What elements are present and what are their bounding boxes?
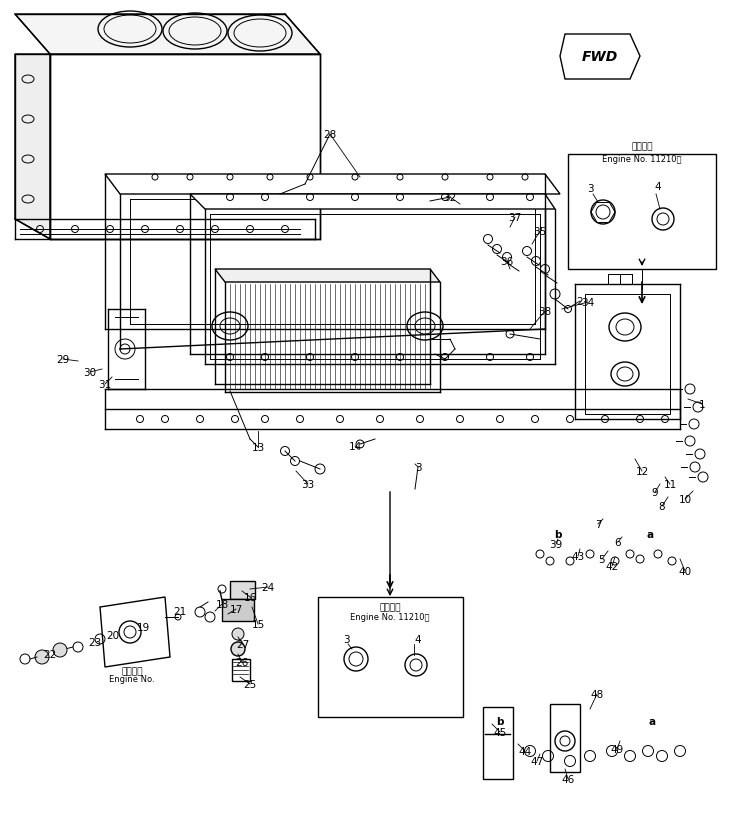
Text: 43: 43 bbox=[572, 552, 585, 562]
Text: 45: 45 bbox=[494, 727, 507, 737]
Text: 37: 37 bbox=[508, 213, 522, 222]
Text: 8: 8 bbox=[659, 501, 666, 511]
Polygon shape bbox=[100, 597, 170, 667]
Text: 4: 4 bbox=[655, 182, 661, 192]
Text: Engine No. 11210〜: Engine No. 11210〜 bbox=[350, 613, 430, 622]
Text: 40: 40 bbox=[679, 566, 692, 576]
Bar bbox=[318, 597, 463, 717]
Text: 36: 36 bbox=[500, 256, 514, 266]
Bar bbox=[585, 294, 670, 414]
Text: a: a bbox=[647, 529, 654, 539]
Polygon shape bbox=[190, 195, 555, 210]
Polygon shape bbox=[560, 35, 640, 80]
Text: 10: 10 bbox=[679, 495, 692, 504]
Text: 適用号機: 適用号機 bbox=[379, 603, 401, 612]
Bar bbox=[550, 704, 580, 772]
Text: 28: 28 bbox=[324, 130, 337, 140]
Text: 3: 3 bbox=[415, 462, 421, 472]
Text: 3: 3 bbox=[343, 634, 349, 644]
Text: 21: 21 bbox=[174, 606, 187, 616]
Text: 48: 48 bbox=[590, 689, 604, 699]
Text: 42: 42 bbox=[605, 562, 619, 571]
Circle shape bbox=[231, 643, 245, 656]
Text: 30: 30 bbox=[83, 367, 96, 378]
Bar bbox=[222, 600, 254, 621]
Circle shape bbox=[53, 643, 67, 657]
Text: FWD: FWD bbox=[582, 50, 618, 64]
Text: 26: 26 bbox=[235, 657, 249, 667]
Text: b: b bbox=[496, 716, 504, 726]
Text: 47: 47 bbox=[531, 756, 544, 766]
Circle shape bbox=[232, 629, 244, 640]
Text: 33: 33 bbox=[301, 480, 315, 490]
Text: 44: 44 bbox=[518, 746, 531, 756]
Bar bbox=[230, 581, 255, 600]
Text: 24: 24 bbox=[262, 582, 275, 592]
Text: 18: 18 bbox=[215, 600, 229, 609]
Text: 1: 1 bbox=[698, 399, 706, 409]
Text: 適用号機: 適用号機 bbox=[631, 142, 652, 151]
Text: 3: 3 bbox=[587, 184, 593, 194]
Text: Engine No. 11210〜: Engine No. 11210〜 bbox=[602, 155, 682, 163]
Bar bbox=[232, 659, 250, 681]
Text: 23: 23 bbox=[88, 638, 101, 648]
Text: 適用号機: 適用号機 bbox=[121, 667, 143, 676]
Bar bbox=[568, 155, 716, 270]
Text: 25: 25 bbox=[243, 679, 257, 689]
Text: 17: 17 bbox=[230, 605, 243, 614]
Text: 29: 29 bbox=[56, 355, 70, 365]
Text: 39: 39 bbox=[550, 539, 563, 549]
Text: 34: 34 bbox=[581, 298, 595, 308]
Text: 38: 38 bbox=[539, 307, 552, 317]
Text: 5: 5 bbox=[599, 554, 605, 564]
Text: 49: 49 bbox=[610, 744, 623, 754]
Polygon shape bbox=[105, 174, 560, 195]
Text: 22: 22 bbox=[43, 649, 57, 659]
Text: 35: 35 bbox=[534, 227, 547, 237]
Text: 7: 7 bbox=[595, 519, 601, 529]
Text: 4: 4 bbox=[415, 634, 421, 644]
Text: 6: 6 bbox=[615, 538, 621, 547]
Text: a: a bbox=[648, 716, 655, 726]
Text: 12: 12 bbox=[636, 466, 649, 476]
Polygon shape bbox=[15, 15, 320, 55]
Polygon shape bbox=[15, 55, 50, 240]
Text: b: b bbox=[554, 529, 562, 539]
Polygon shape bbox=[50, 55, 320, 240]
Text: 2: 2 bbox=[577, 297, 583, 307]
Circle shape bbox=[35, 650, 49, 664]
Text: 11: 11 bbox=[663, 480, 677, 490]
Text: 15: 15 bbox=[252, 619, 265, 629]
Text: 31: 31 bbox=[98, 380, 112, 390]
Bar bbox=[483, 707, 513, 779]
Text: 16: 16 bbox=[243, 592, 257, 602]
Text: 20: 20 bbox=[106, 630, 120, 640]
Text: Engine No.: Engine No. bbox=[109, 675, 155, 684]
Text: 13: 13 bbox=[252, 442, 265, 452]
Text: 32: 32 bbox=[443, 193, 456, 203]
Text: 46: 46 bbox=[561, 774, 574, 784]
Text: 9: 9 bbox=[652, 487, 658, 497]
Text: 14: 14 bbox=[348, 442, 362, 452]
Text: 19: 19 bbox=[136, 622, 149, 632]
Text: 27: 27 bbox=[236, 639, 249, 649]
Polygon shape bbox=[215, 270, 440, 283]
